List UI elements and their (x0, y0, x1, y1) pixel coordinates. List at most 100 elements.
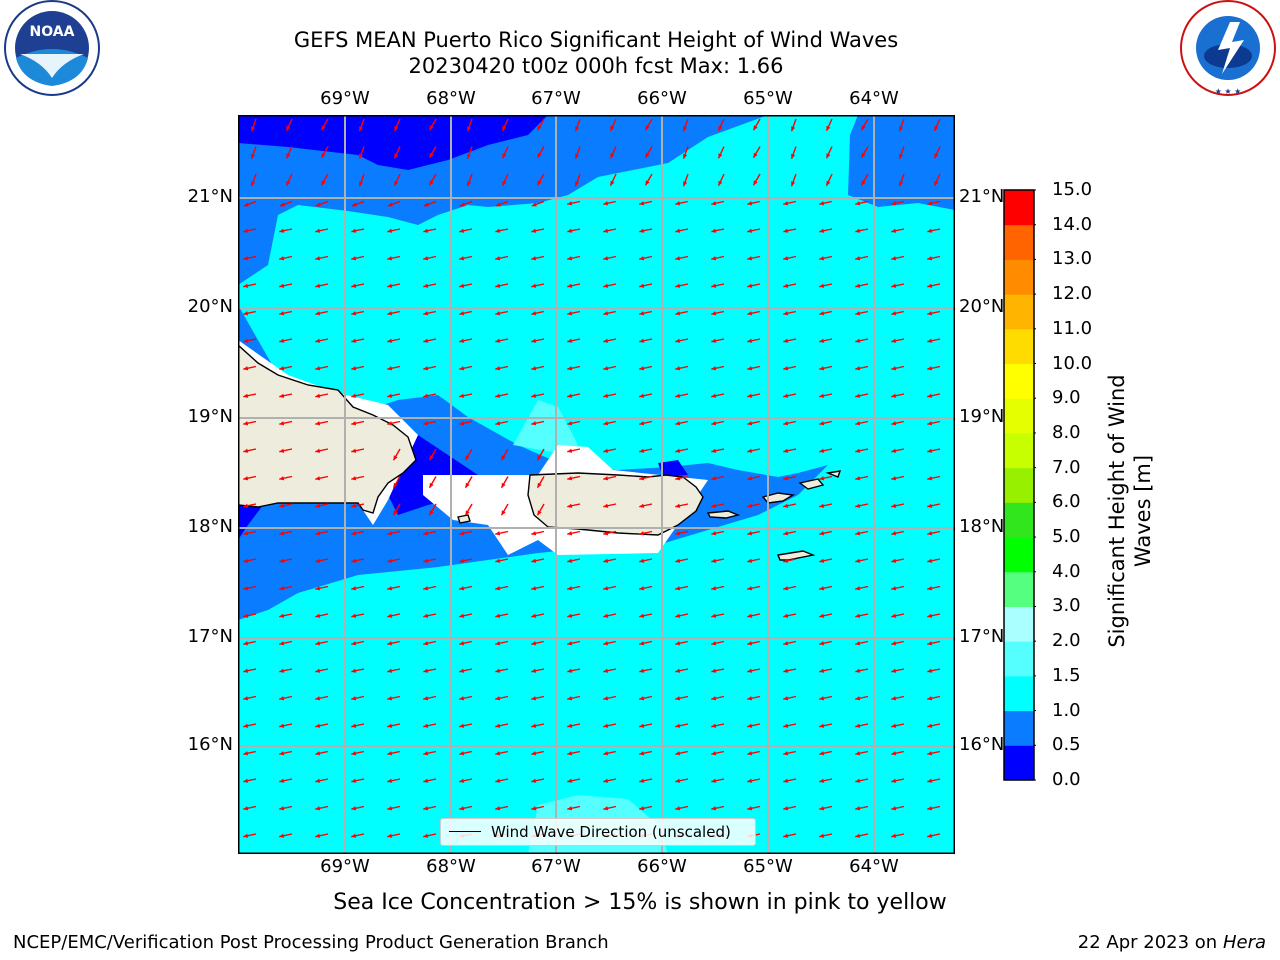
lat-label-left: 20°N (187, 296, 233, 317)
wave-direction-arrow (464, 476, 473, 489)
wave-direction-arrow (387, 393, 401, 398)
wave-direction-arrow (536, 448, 545, 461)
wave-direction-arrow (495, 393, 509, 398)
lat-label-right: 20°N (959, 296, 1005, 317)
wave-direction-arrow (285, 146, 293, 159)
wave-direction-arrow (423, 228, 437, 233)
wave-direction-arrow (315, 200, 329, 207)
wave-direction-arrow (387, 200, 401, 207)
wave-direction-arrow (574, 173, 581, 187)
wave-direction-arrow (464, 448, 473, 461)
wave-direction-arrow (711, 668, 725, 673)
wave-direction-arrow (531, 310, 545, 316)
wave-direction-arrow (711, 613, 725, 618)
wave-direction-arrow (711, 255, 725, 261)
wave-direction-arrow (315, 695, 329, 701)
wave-direction-arrow (315, 448, 329, 453)
wave-direction-arrow (783, 255, 797, 261)
wave-direction-arrow (675, 585, 689, 591)
wave-direction-arrow (819, 695, 833, 701)
wave-direction-arrow (639, 585, 653, 591)
wave-direction-arrow (531, 530, 545, 536)
wave-direction-arrow (644, 173, 653, 186)
wave-direction-arrow (531, 585, 545, 591)
lat-label-left: 17°N (187, 626, 233, 647)
wave-direction-arrow (675, 723, 689, 728)
wave-direction-arrow (891, 228, 905, 233)
wave-direction-arrow (747, 475, 761, 481)
wave-direction-arrow (675, 420, 689, 426)
wave-direction-arrow (536, 503, 545, 516)
wave-direction-arrow (927, 310, 941, 316)
legend-line-icon (449, 831, 481, 832)
wave-direction-arrow (495, 750, 509, 756)
wave-direction-arrow (250, 173, 257, 187)
footer-host: Hera (1222, 932, 1266, 953)
wave-direction-arrow (639, 310, 653, 316)
wave-direction-arrow (459, 805, 473, 811)
wave-direction-arrow (891, 613, 905, 618)
wave-direction-arrow (783, 805, 797, 811)
wave-direction-arrow (933, 146, 941, 159)
wave-direction-arrow (783, 750, 797, 756)
wave-direction-arrow (459, 310, 473, 316)
colorbar-segment-14.0 (1004, 190, 1034, 226)
wave-direction-arrow (466, 173, 473, 187)
colorbar-segment-1.0 (1004, 675, 1034, 712)
wave-direction-arrow (387, 338, 401, 343)
wave-direction-arrow (603, 805, 617, 811)
wave-direction-arrow (567, 778, 581, 783)
wave-direction-arrow (387, 420, 401, 426)
wave-direction-arrow (531, 393, 545, 398)
wave-direction-arrow (243, 503, 257, 508)
wave-direction-arrow (459, 283, 473, 288)
wave-direction-arrow (423, 338, 437, 343)
wave-direction-arrow (783, 393, 797, 398)
wave-direction-arrow (423, 393, 437, 398)
wave-direction-arrow (819, 668, 833, 673)
colorbar-tick-label: 0.5 (1052, 734, 1081, 756)
wave-direction-arrow (387, 228, 401, 233)
wave-direction-arrow (927, 750, 941, 756)
colorbar-tick-label: 5.0 (1052, 526, 1081, 548)
wave-direction-arrow (279, 750, 293, 756)
wave-direction-arrow (279, 475, 293, 481)
wave-direction-arrow (567, 585, 581, 591)
wave-direction-arrow (783, 420, 797, 426)
wave-direction-arrow (927, 420, 941, 426)
wave-direction-arrow (531, 695, 545, 701)
wave-direction-arrow (891, 475, 905, 481)
wave-direction-arrow (423, 805, 437, 811)
wave-direction-arrow (279, 723, 293, 728)
wave-direction-arrow (495, 613, 509, 618)
wave-direction-arrow (315, 640, 329, 646)
wave-direction-arrow (783, 365, 797, 371)
wave-direction-arrow (891, 805, 905, 811)
wave-direction-arrow (747, 585, 761, 591)
wave-direction-arrow (819, 283, 833, 288)
footer-date-text: 22 Apr 2023 on (1077, 932, 1223, 953)
wave-direction-arrow (711, 503, 725, 508)
wave-direction-arrow (675, 393, 689, 398)
wave-direction-arrow (531, 640, 545, 646)
virgin-islands (761, 470, 842, 504)
wave-direction-arrow (279, 420, 293, 426)
wave-direction-arrow (387, 750, 401, 756)
wave-direction-arrow (279, 228, 293, 233)
wave-direction-arrow (675, 475, 689, 481)
wave-direction-arrow (855, 558, 869, 563)
wave-direction-arrow (639, 695, 653, 701)
lat-label-left: 16°N (187, 734, 233, 755)
wave-direction-arrow (639, 503, 653, 508)
wave-direction-arrow (819, 778, 833, 783)
wave-direction-arrow (387, 668, 401, 673)
wave-direction-arrow (387, 255, 401, 261)
wave-direction-arrow (819, 585, 833, 591)
wave-direction-arrow (819, 255, 833, 261)
wave-direction-arrow (495, 778, 509, 783)
colorbar-segment-2.0 (1004, 606, 1034, 642)
wave-direction-arrow (855, 805, 869, 811)
wave-direction-arrow (531, 668, 545, 673)
wave-direction-arrow (783, 475, 797, 481)
wave-direction-arrow (927, 338, 941, 343)
